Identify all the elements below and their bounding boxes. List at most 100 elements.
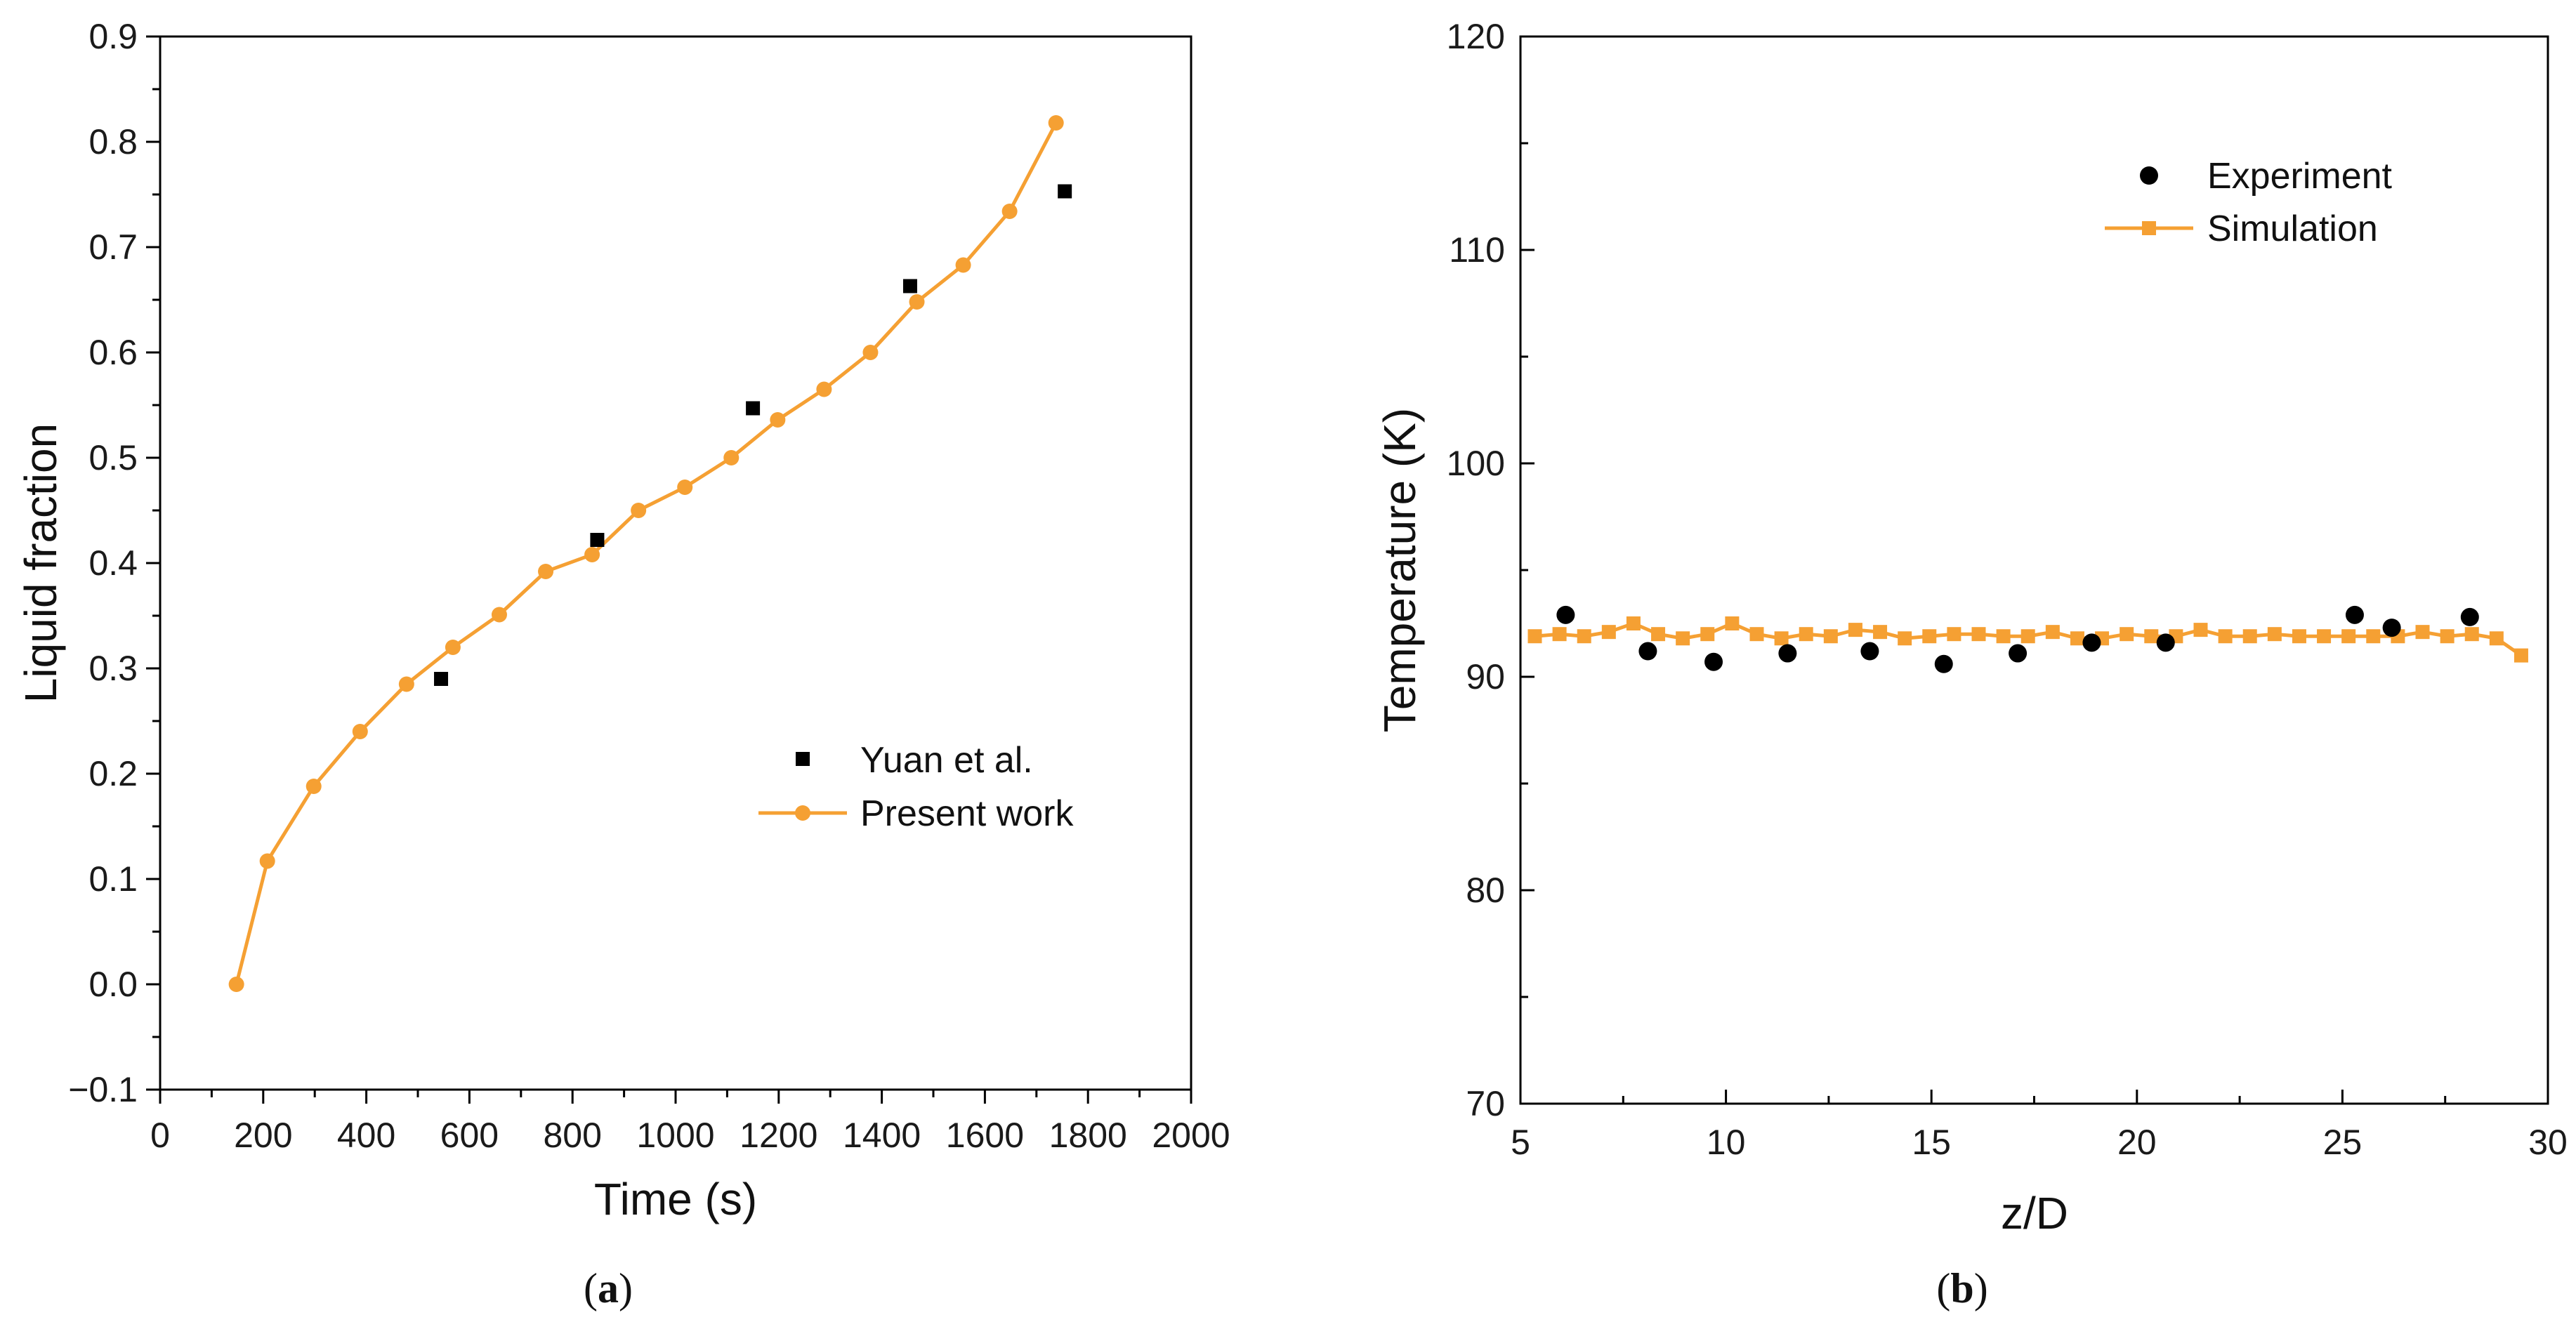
panel-a-xlabel: Time (s) bbox=[594, 1174, 757, 1224]
present-work-point bbox=[631, 503, 647, 518]
simulation-point bbox=[2513, 648, 2528, 663]
simulation-point bbox=[2341, 629, 2356, 644]
present-work-point bbox=[677, 480, 693, 495]
panel-b-plot-frame bbox=[1519, 35, 2549, 1105]
x-tick-label: 15 bbox=[1912, 1123, 1951, 1162]
y-tick-label: 0.5 bbox=[88, 438, 138, 477]
present-work-point bbox=[584, 547, 600, 562]
y-tick-label: 80 bbox=[1466, 871, 1505, 910]
panel-b-xlabel: z/D bbox=[2001, 1188, 2068, 1238]
simulation-point bbox=[1676, 631, 1690, 646]
y-tick-label: 0.2 bbox=[88, 754, 138, 793]
x-tick-label: 400 bbox=[337, 1116, 395, 1155]
y-tick-label: 70 bbox=[1466, 1084, 1505, 1123]
simulation-point bbox=[2464, 627, 2479, 642]
present-work-point bbox=[816, 381, 832, 397]
x-tick-label: 1000 bbox=[636, 1116, 714, 1155]
y-tick-label: 100 bbox=[1447, 444, 1505, 483]
experiment-point bbox=[2345, 605, 2364, 624]
simulation-point bbox=[1700, 627, 1715, 642]
simulation-point bbox=[1552, 627, 1567, 642]
simulation-point bbox=[2020, 629, 2035, 644]
panel-b-marks bbox=[1527, 605, 2528, 673]
x-tick-label: 1200 bbox=[740, 1116, 817, 1155]
yuan-point bbox=[434, 672, 449, 686]
panel-a-ylabel: Liquid fraction bbox=[15, 423, 66, 703]
present-work-point bbox=[228, 977, 244, 992]
simulation-point bbox=[1873, 625, 1888, 640]
present-work-point bbox=[1001, 204, 1018, 219]
simulation-point bbox=[2242, 629, 2257, 644]
present-work-point bbox=[352, 724, 368, 739]
y-tick-label: 0.3 bbox=[88, 649, 138, 688]
legend-marker-simulation bbox=[2142, 221, 2156, 235]
simulation-point bbox=[2440, 629, 2455, 644]
simulation-point bbox=[1996, 629, 2011, 644]
experiment-point bbox=[2082, 633, 2101, 652]
present-work-point bbox=[723, 450, 740, 465]
simulation-point bbox=[2317, 629, 2332, 644]
simulation-point bbox=[2070, 631, 2084, 646]
experiment-point bbox=[1860, 642, 1879, 661]
simulation-point bbox=[1898, 631, 1912, 646]
simulation-point bbox=[1848, 623, 1862, 637]
simulation-point bbox=[2193, 623, 2208, 637]
present-work-point bbox=[862, 345, 879, 360]
simulation-point bbox=[2267, 627, 2282, 642]
panel-a-marks bbox=[228, 115, 1072, 992]
experiment-point bbox=[2009, 644, 2028, 663]
x-tick-label: 25 bbox=[2323, 1123, 2363, 1162]
panel-a-caption: (a) bbox=[584, 1265, 633, 1311]
experiment-point bbox=[1556, 605, 1575, 624]
legend-label-simulation: Simulation bbox=[2207, 209, 2378, 249]
y-tick-label: 110 bbox=[1449, 230, 1505, 270]
simulation-point bbox=[1971, 627, 1986, 642]
legend-marker-yuan bbox=[796, 752, 810, 766]
simulation-point bbox=[2415, 625, 2430, 640]
x-tick-label: 20 bbox=[2117, 1123, 2157, 1162]
present-work-point bbox=[538, 564, 554, 579]
x-tick-label: 1400 bbox=[843, 1116, 921, 1155]
simulation-point bbox=[2144, 629, 2159, 644]
y-tick-label: 0.8 bbox=[88, 122, 138, 161]
panel-a-ticks: 0 200 400 600 800 1000 1200 1400 1600 1800 2000 −0.… bbox=[68, 17, 1230, 1155]
simulation-point bbox=[1947, 627, 1961, 642]
present-work-point bbox=[955, 257, 971, 273]
legend-marker-experiment bbox=[2140, 166, 2158, 185]
y-tick-label: 90 bbox=[1466, 657, 1505, 696]
x-tick-label: 5 bbox=[1511, 1123, 1530, 1162]
y-tick-label: 0.1 bbox=[88, 859, 138, 899]
y-tick-label: 120 bbox=[1447, 17, 1505, 56]
simulation-point bbox=[1774, 631, 1789, 646]
yuan-point bbox=[902, 279, 917, 293]
x-tick-label: 10 bbox=[1707, 1123, 1746, 1162]
present-work-point bbox=[1048, 115, 1064, 131]
panel-b-caption: (b) bbox=[1936, 1265, 1987, 1311]
experiment-point bbox=[2156, 633, 2175, 652]
y-tick-label: 0.7 bbox=[88, 227, 138, 267]
legend-label-present-work: Present work bbox=[860, 793, 1074, 834]
simulation-point bbox=[1749, 627, 1764, 642]
experiment-point bbox=[2460, 607, 2479, 626]
simulation-point bbox=[1922, 629, 1937, 644]
panel-a-plot-frame bbox=[159, 35, 1192, 1091]
simulation-point bbox=[1527, 629, 1542, 644]
legend-marker-present-work bbox=[795, 805, 810, 821]
simulation-point bbox=[2489, 631, 2504, 646]
present-work-point bbox=[491, 607, 507, 623]
present-work-line bbox=[235, 121, 1058, 985]
legend-label-experiment: Experiment bbox=[2207, 156, 2393, 197]
yuan-point bbox=[1058, 184, 1072, 199]
simulation-point bbox=[2045, 625, 2060, 640]
x-tick-label: 2000 bbox=[1152, 1116, 1230, 1155]
y-tick-label: 0.4 bbox=[88, 543, 138, 583]
panel-b-ticks: 5 10 15 20 25 30 70 80 90 100 110 120 bbox=[1447, 17, 2568, 1162]
simulation-point bbox=[2218, 629, 2233, 644]
simulation-point bbox=[1651, 627, 1666, 642]
present-work-point bbox=[445, 640, 461, 655]
present-work-point bbox=[909, 294, 925, 310]
simulation-point bbox=[1577, 629, 1591, 644]
x-tick-label: 0 bbox=[150, 1116, 170, 1155]
experiment-point bbox=[2382, 619, 2401, 637]
